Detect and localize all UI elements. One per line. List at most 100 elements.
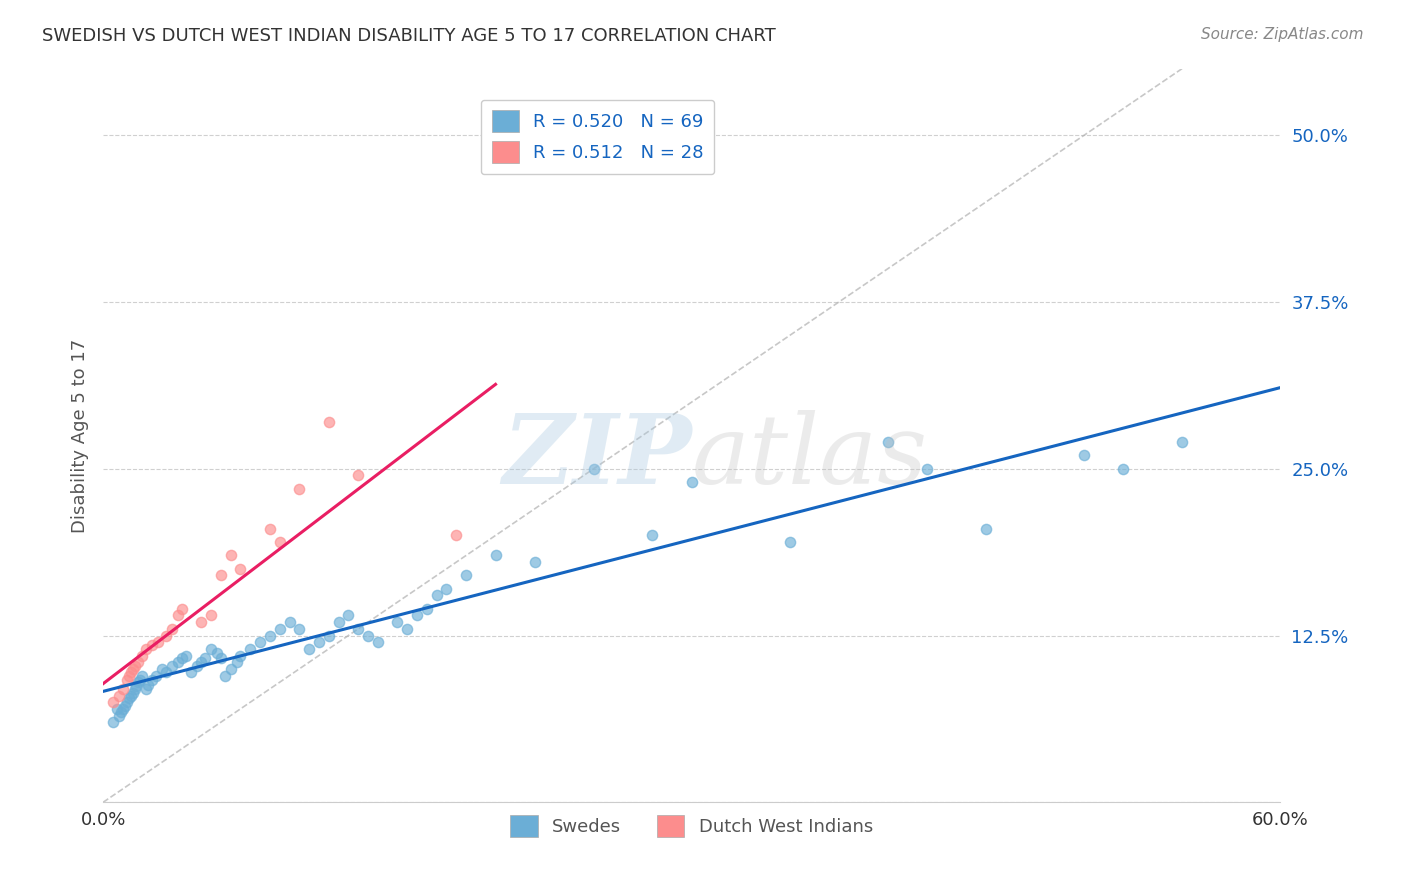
Y-axis label: Disability Age 5 to 17: Disability Age 5 to 17 — [72, 338, 89, 533]
Point — [117, 668, 139, 682]
Point — [200, 641, 222, 656]
Point — [131, 668, 153, 682]
Legend: Swedes, Dutch West Indians: Swedes, Dutch West Indians — [503, 808, 880, 845]
Point — [259, 628, 281, 642]
Point — [387, 615, 409, 629]
Point — [347, 468, 370, 483]
Point — [170, 651, 193, 665]
Point — [114, 699, 136, 714]
Point — [125, 679, 148, 693]
Point — [124, 681, 146, 696]
Point — [110, 705, 132, 719]
Point — [155, 665, 177, 679]
Point — [135, 681, 157, 696]
Point — [779, 535, 801, 549]
Point — [269, 622, 291, 636]
Point — [225, 655, 247, 669]
Point — [190, 655, 212, 669]
Point — [121, 662, 143, 676]
Text: ZIP: ZIP — [502, 410, 692, 504]
Point — [141, 638, 163, 652]
Point — [190, 615, 212, 629]
Point — [357, 628, 380, 642]
Point — [288, 482, 311, 496]
Point — [120, 689, 142, 703]
Point — [1073, 449, 1095, 463]
Point — [1171, 435, 1194, 450]
Point — [117, 691, 139, 706]
Point — [269, 535, 291, 549]
Point — [146, 635, 169, 649]
Point — [160, 622, 183, 636]
Point — [108, 689, 131, 703]
Point — [1112, 462, 1135, 476]
Point — [124, 659, 146, 673]
Point — [318, 415, 340, 429]
Point — [249, 635, 271, 649]
Point — [141, 673, 163, 687]
Point — [115, 695, 138, 709]
Point — [155, 628, 177, 642]
Point — [108, 708, 131, 723]
Point — [115, 673, 138, 687]
Point — [456, 568, 478, 582]
Point — [288, 622, 311, 636]
Point — [127, 675, 149, 690]
Point — [136, 678, 159, 692]
Point — [396, 622, 419, 636]
Point — [347, 622, 370, 636]
Point — [111, 681, 134, 696]
Point — [166, 608, 188, 623]
Point — [582, 462, 605, 476]
Point — [170, 602, 193, 616]
Point — [278, 615, 301, 629]
Point — [259, 522, 281, 536]
Point — [406, 608, 429, 623]
Point — [641, 528, 664, 542]
Point — [160, 659, 183, 673]
Point — [105, 702, 128, 716]
Point — [145, 668, 167, 682]
Point — [318, 628, 340, 642]
Text: SWEDISH VS DUTCH WEST INDIAN DISABILITY AGE 5 TO 17 CORRELATION CHART: SWEDISH VS DUTCH WEST INDIAN DISABILITY … — [42, 27, 776, 45]
Text: Source: ZipAtlas.com: Source: ZipAtlas.com — [1201, 27, 1364, 42]
Point — [186, 659, 208, 673]
Point — [219, 549, 242, 563]
Point — [229, 648, 252, 663]
Point — [131, 648, 153, 663]
Point — [129, 673, 152, 687]
Point — [337, 608, 360, 623]
Point — [974, 522, 997, 536]
Point — [367, 635, 389, 649]
Point — [205, 646, 228, 660]
Point — [298, 641, 321, 656]
Point — [446, 528, 468, 542]
Point — [120, 665, 142, 679]
Point — [209, 651, 232, 665]
Point — [214, 668, 236, 682]
Point — [239, 641, 262, 656]
Point — [101, 695, 124, 709]
Point — [101, 715, 124, 730]
Point — [426, 589, 449, 603]
Point — [681, 475, 703, 489]
Point — [877, 435, 900, 450]
Point — [416, 602, 439, 616]
Point — [180, 665, 202, 679]
Point — [174, 648, 197, 663]
Point — [194, 651, 217, 665]
Point — [523, 555, 546, 569]
Point — [150, 662, 173, 676]
Point — [436, 582, 458, 596]
Point — [229, 562, 252, 576]
Text: atlas: atlas — [692, 410, 928, 504]
Point — [209, 568, 232, 582]
Point — [200, 608, 222, 623]
Point — [121, 686, 143, 700]
Point — [308, 635, 330, 649]
Point — [166, 655, 188, 669]
Point — [915, 462, 938, 476]
Point — [484, 549, 506, 563]
Point — [135, 641, 157, 656]
Point — [219, 662, 242, 676]
